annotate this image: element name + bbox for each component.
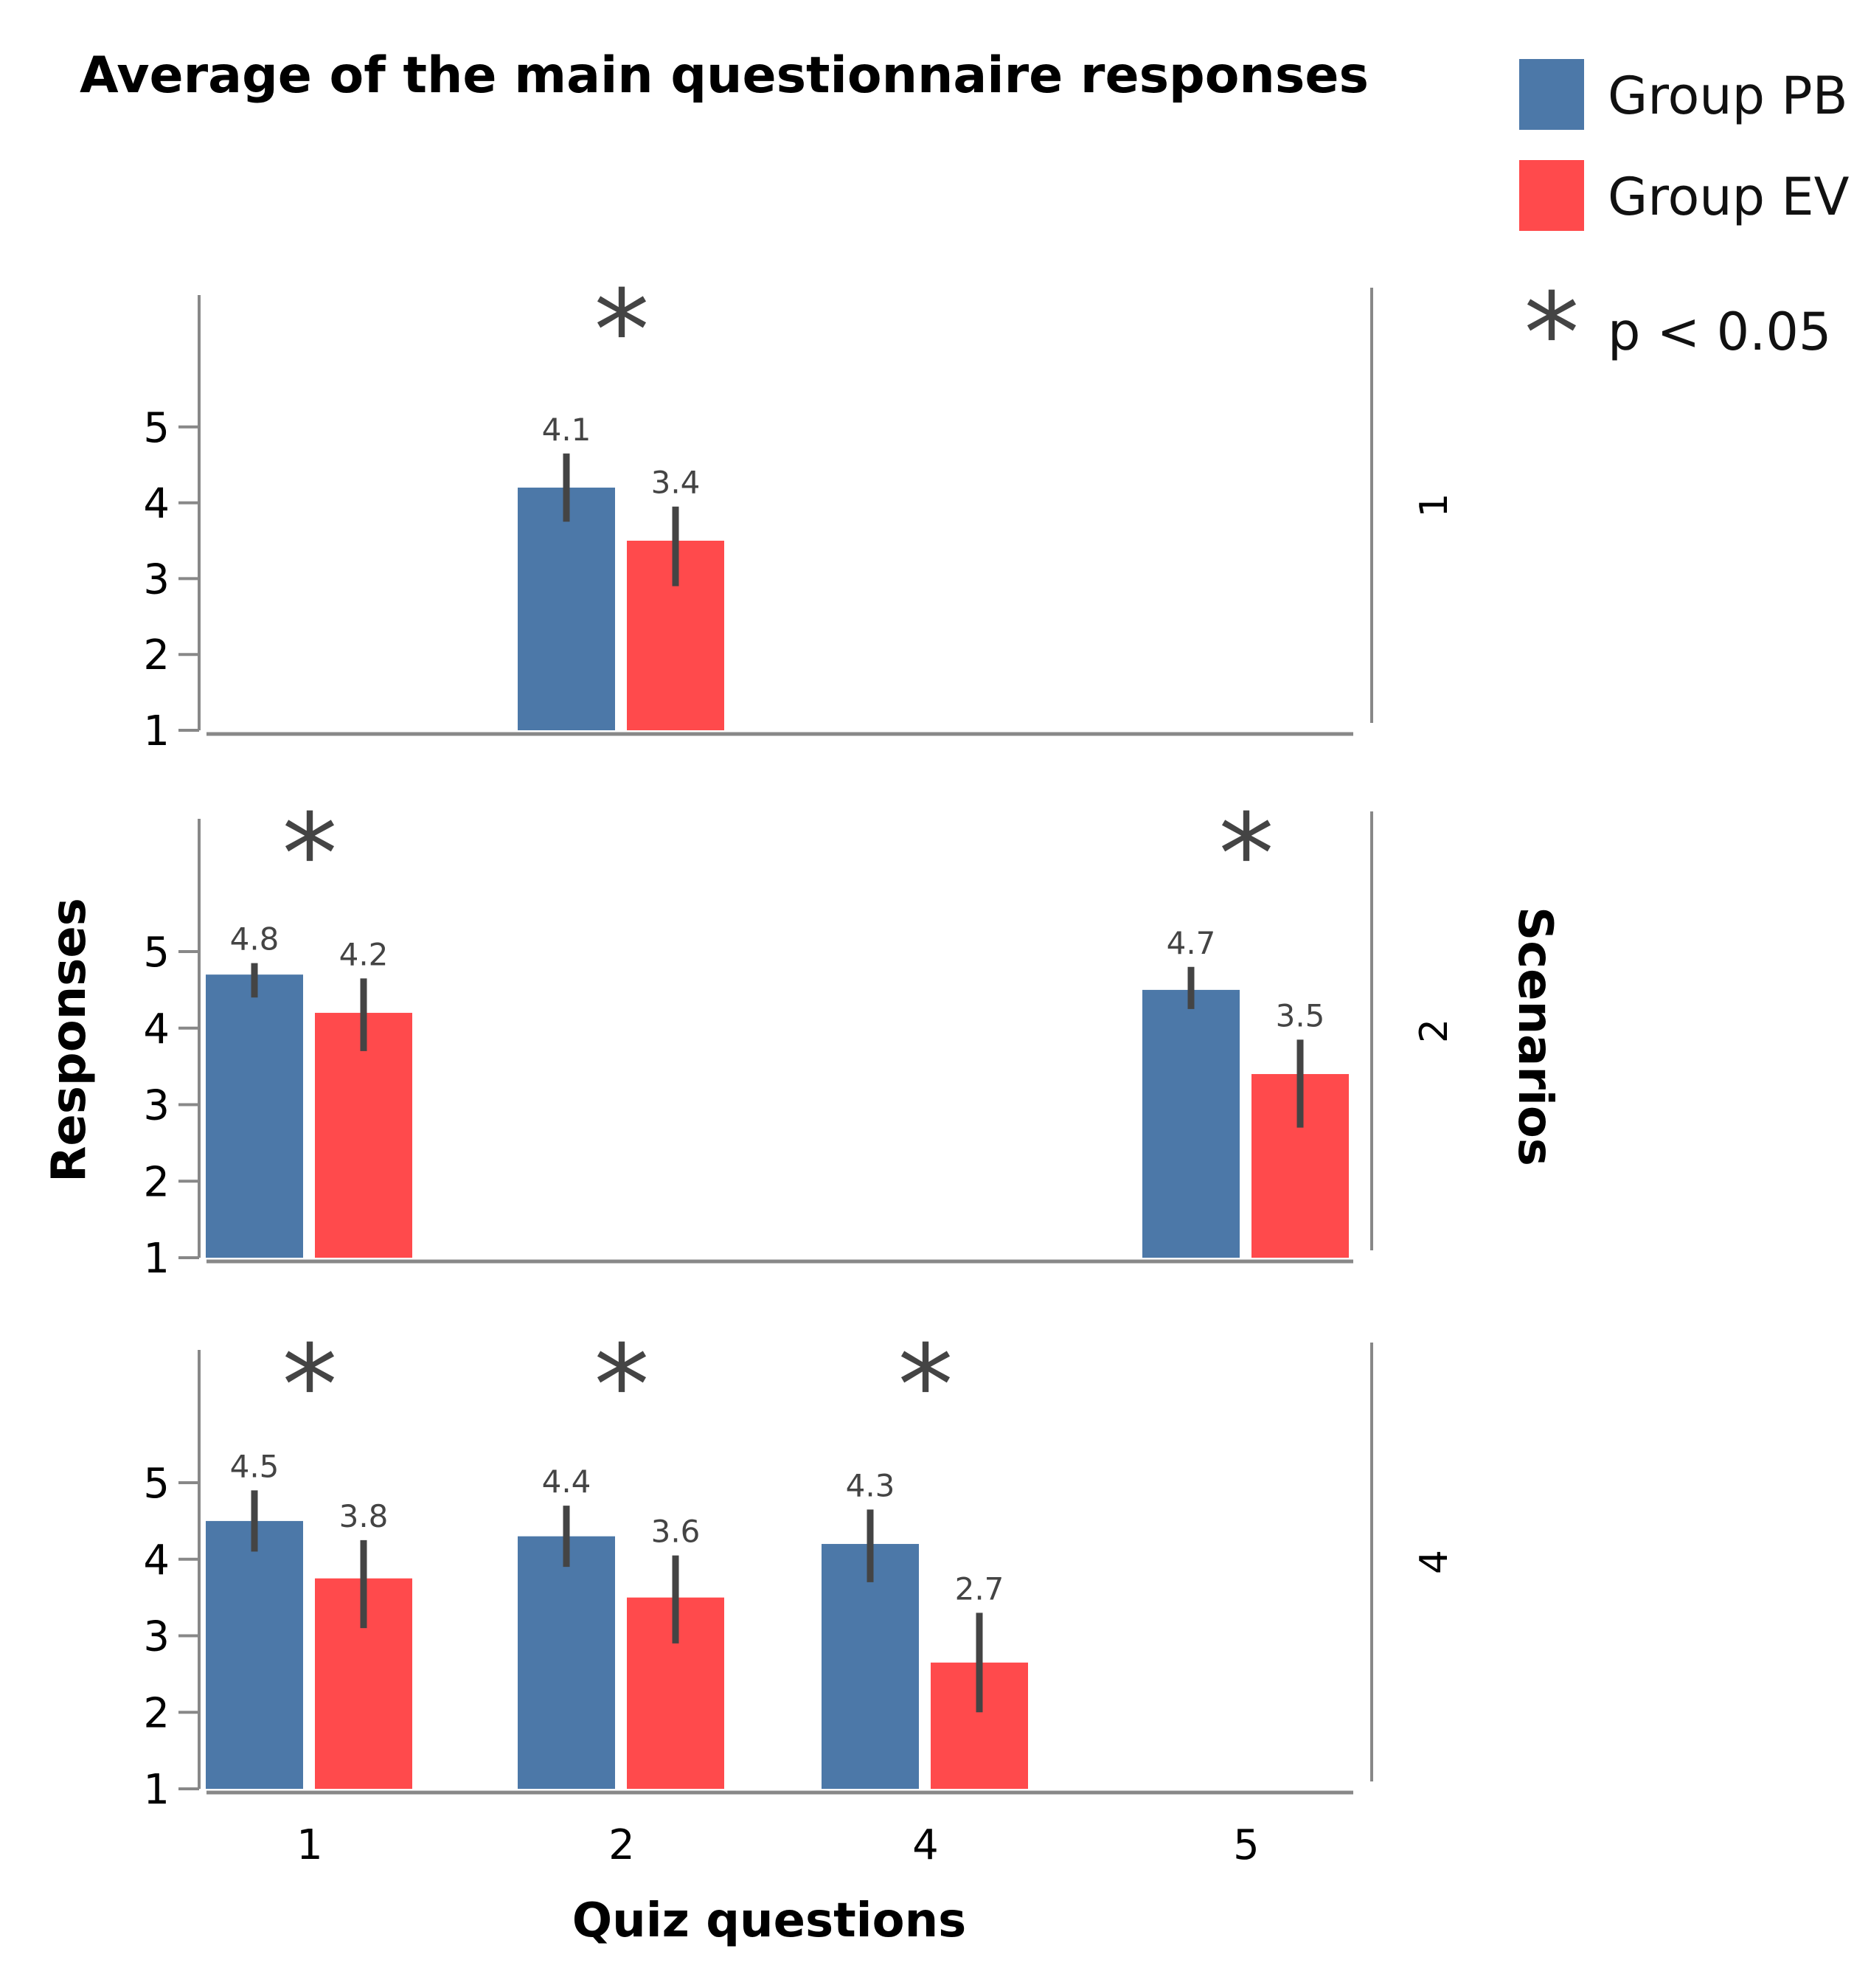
significance-star: * <box>594 267 650 395</box>
data-label: 4.4 <box>542 1464 591 1500</box>
legend-swatch <box>1519 59 1584 130</box>
facet-panel-2: 1 2 3 4 5 2 4.8 4.7 4.2 3.5 * * <box>143 791 1457 1283</box>
data-label: 2.7 <box>955 1570 1004 1607</box>
facet-panel-4: 1 2 3 4 5 4 4.5 4.4 4.3 3.8 3.6 2.7 * * * <box>143 1322 1457 1814</box>
data-label: 3.6 <box>651 1514 701 1550</box>
y-tick-label: 3 <box>143 1613 170 1661</box>
bar-pb <box>1142 989 1240 1258</box>
y-tick-label: 1 <box>143 1235 170 1283</box>
legend-star-icon: * <box>1524 270 1580 398</box>
y-tick-label: 1 <box>143 707 170 755</box>
legend-label: p < 0.05 <box>1608 302 1831 362</box>
legend-swatch <box>1519 160 1584 231</box>
bar-pb <box>822 1544 919 1789</box>
y-tick-label: 5 <box>143 929 170 977</box>
bar-pb <box>518 1536 615 1789</box>
y-tick-label: 3 <box>143 555 170 603</box>
y-tick-label: 4 <box>143 1537 170 1584</box>
significance-star: * <box>898 1322 954 1450</box>
x-tick-label: 5 <box>1233 1821 1260 1869</box>
significance-star: * <box>282 791 338 919</box>
bar-pb <box>518 488 615 730</box>
x-axis-title: Quiz questions <box>572 1894 966 1948</box>
data-label: 4.3 <box>846 1467 895 1503</box>
y-tick-label: 4 <box>143 480 170 528</box>
significance-star: * <box>1219 791 1274 919</box>
facet-label-1: 1 <box>1412 493 1457 517</box>
legend-label: Group EV <box>1608 167 1850 227</box>
significance-star: * <box>594 1322 650 1450</box>
x-tick-label: 1 <box>296 1821 323 1869</box>
facet-label-4: 4 <box>1412 1550 1457 1574</box>
bar-pb <box>206 1520 303 1789</box>
data-label: 4.8 <box>230 921 280 957</box>
data-label: 4.7 <box>1167 925 1216 961</box>
y-tick-label: 4 <box>143 1005 170 1053</box>
data-label: 3.4 <box>651 465 701 501</box>
chart-panels: 1 2 3 4 5 1 4.1 3.4 * 1 2 3 4 5 2 4.8 4.7 4.2 3.5 * * 1 2 3 4 5 4 4… <box>143 267 1457 1869</box>
y-tick-label: 3 <box>143 1082 170 1130</box>
y-tick-label: 2 <box>143 1158 170 1206</box>
y-axis-title: Responses <box>42 898 97 1182</box>
bar-pb <box>206 974 303 1258</box>
facet-axis-title: Scenarios <box>1507 907 1562 1166</box>
facet-panel-1: 1 2 3 4 5 1 4.1 3.4 * <box>143 267 1457 755</box>
x-tick-label: 2 <box>608 1821 635 1869</box>
legend: Group PB Group EV * p < 0.05 <box>1519 59 1850 398</box>
data-label: 3.8 <box>339 1498 389 1534</box>
legend-label: Group PB <box>1608 66 1848 126</box>
y-tick-label: 2 <box>143 1689 170 1737</box>
data-label: 4.1 <box>542 412 591 448</box>
bar-ev <box>315 1013 412 1258</box>
y-tick-label: 2 <box>143 631 170 679</box>
y-tick-label: 1 <box>143 1766 170 1814</box>
facet-label-2: 2 <box>1412 1019 1457 1043</box>
chart-title: Average of the main questionnaire respon… <box>80 46 1369 105</box>
x-tick-label: 4 <box>912 1821 939 1869</box>
data-label: 4.5 <box>230 1448 280 1484</box>
y-tick-label: 5 <box>143 404 170 452</box>
data-label: 4.2 <box>339 936 389 972</box>
y-tick-label: 5 <box>143 1460 170 1508</box>
data-label: 3.5 <box>1276 997 1325 1033</box>
significance-star: * <box>282 1322 338 1450</box>
